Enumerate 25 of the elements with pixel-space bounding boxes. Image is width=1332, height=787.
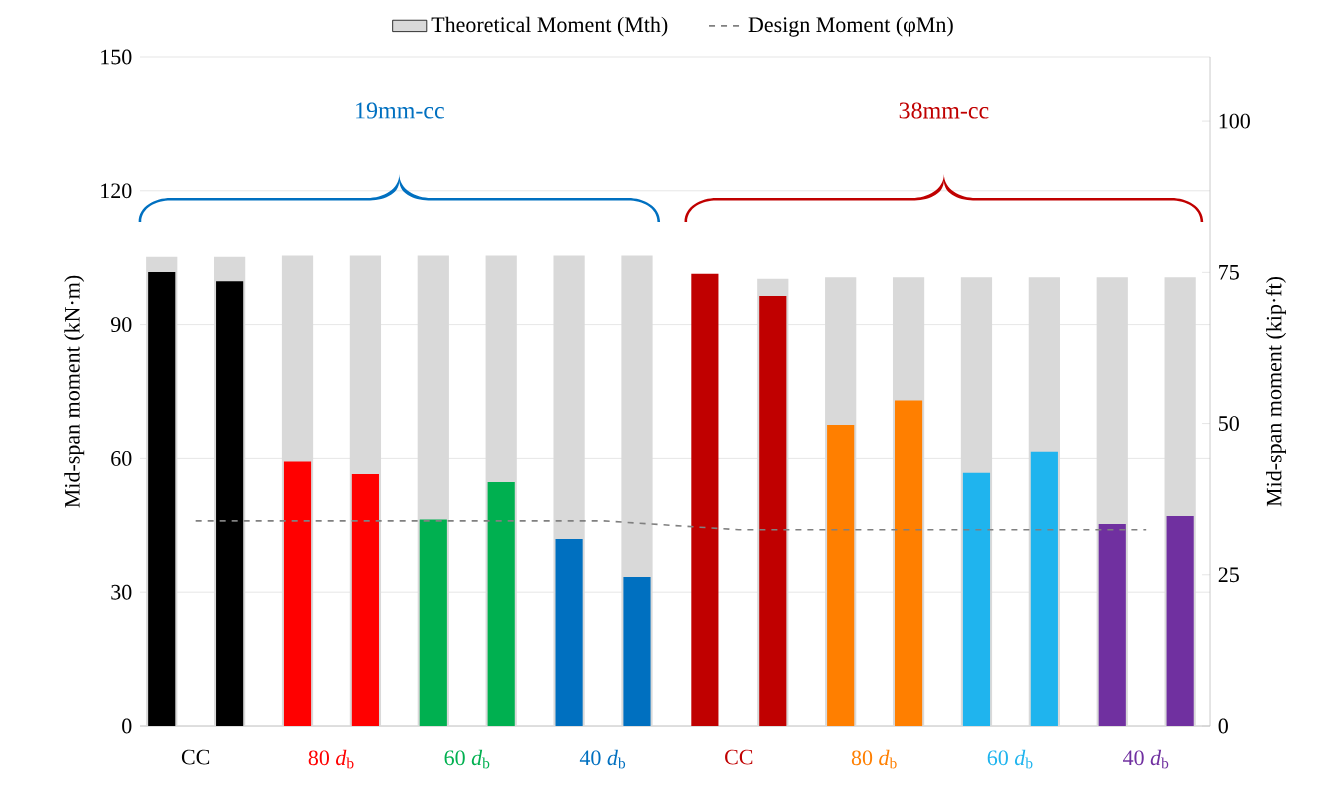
x-tick-label: 40 d$_{b}$: [579, 749, 626, 769]
x-tick-label: 80 d$_{b}$: [308, 749, 354, 769]
y2-tick-label: 25: [1218, 567, 1239, 583]
annotation: 19mm-cc: [356, 102, 444, 119]
y2-axis-title: Mid-span moment (kip·ft): [1265, 276, 1286, 507]
x-tick-label: CC: [725, 749, 753, 765]
annotation: 38mm-cc: [899, 102, 989, 119]
y-tick-label: 150: [101, 49, 132, 65]
x-tick-label: 40 d$_{b}$: [1123, 749, 1169, 769]
y-tick-label: 60: [111, 450, 132, 466]
y-tick-label: 120: [101, 183, 132, 199]
legend-label: Design Moment (φMn): [748, 16, 953, 37]
legend-label: Theoretical Moment (Mth): [431, 16, 668, 37]
x-tick-label: 80 d$_{b}$: [851, 749, 897, 769]
x-tick-label: 60 d$_{b}$: [444, 749, 490, 769]
y-tick-label: 90: [110, 317, 132, 333]
y2-tick-label: 100: [1219, 113, 1250, 129]
y-tick-label: 0: [122, 718, 132, 734]
y2-tick-label: 75: [1219, 265, 1239, 280]
y2-tick-label: 50: [1219, 416, 1239, 431]
y2-tick-label: 0: [1218, 718, 1228, 734]
x-tick-label: 60 d$_{b}$: [987, 749, 1033, 769]
x-tick-label: CC: [181, 749, 210, 765]
y-tick-label: 30: [111, 584, 132, 600]
y-axis-title: Mid-span moment (kN·m): [64, 275, 85, 508]
